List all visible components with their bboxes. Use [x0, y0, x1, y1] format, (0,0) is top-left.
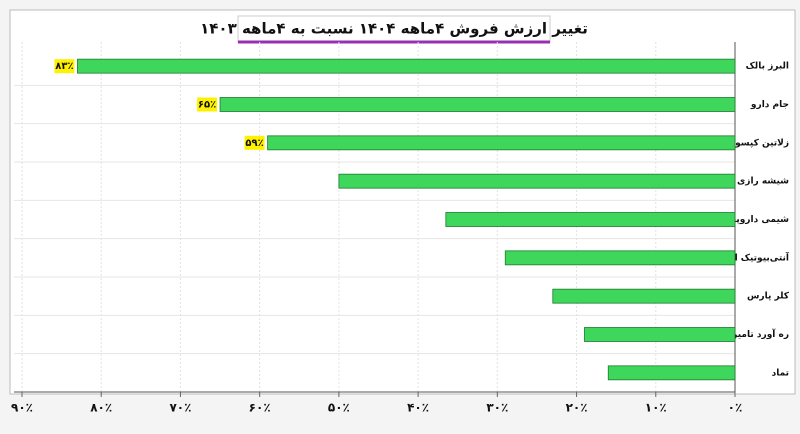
- category-label: جام دارو: [750, 100, 789, 110]
- bar: [267, 135, 736, 151]
- bar: [584, 327, 736, 342]
- bar: [504, 250, 736, 266]
- x-tick-label: ۲۰٪: [566, 401, 588, 415]
- x-tick-label: ۴۰٪: [407, 401, 429, 415]
- x-tick-label: ۵۰٪: [328, 401, 350, 415]
- x-tick-label: ۸۰٪: [90, 401, 112, 415]
- bar: [607, 365, 736, 381]
- category-label: البرز بالک: [746, 62, 789, 72]
- category-label: کلر پارس: [747, 292, 790, 302]
- x-tick-label: ۳۰٪: [486, 401, 508, 415]
- value-label: ۸۳٪: [55, 61, 73, 72]
- x-tick-label: ۱۰٪: [645, 401, 667, 415]
- chart-title: تغییر ارزش فروش ۴ماهه ۱۴۰۴ نسبت به ۴ماهه…: [200, 20, 588, 38]
- category-label: زلاتین کپسول: [727, 138, 789, 148]
- title-box: [237, 15, 551, 43]
- bar: [338, 173, 736, 189]
- x-tick-label: ۹۰٪: [11, 401, 33, 415]
- value-label: ۵۹٪: [245, 138, 263, 149]
- x-tick-label: ۰٪: [728, 401, 743, 415]
- bar: [219, 97, 736, 112]
- category-label: تماد: [772, 368, 789, 378]
- value-label-bg: [197, 97, 218, 112]
- category-label: شیمی داروپخش: [717, 215, 789, 225]
- bar: [552, 288, 736, 304]
- category-label: شیشه رازی: [737, 177, 789, 187]
- bar: [445, 212, 736, 227]
- bar: [77, 58, 736, 74]
- x-tick-label: ۶۰٪: [249, 401, 271, 415]
- category-label: ره آورد تامین: [730, 328, 789, 340]
- x-tick-label: ۷۰٪: [169, 401, 191, 415]
- value-label-bg: [244, 135, 265, 150]
- value-label-bg: [54, 59, 75, 74]
- value-label: ۶۵٪: [198, 100, 216, 111]
